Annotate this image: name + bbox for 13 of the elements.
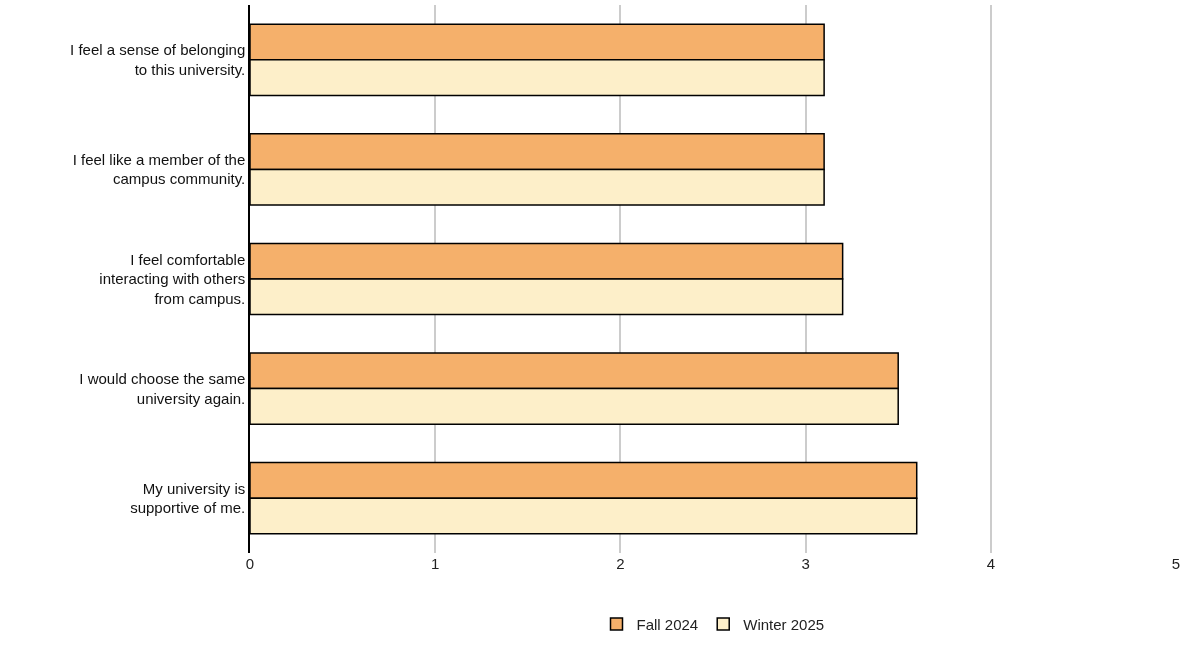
x-tick-label: 2: [616, 555, 625, 572]
x-tick-label: 1: [431, 555, 440, 572]
x-tick-label: 0: [245, 555, 255, 572]
y-tick-label: My university is supportive of me.: [130, 479, 246, 517]
legend-label: Winter 2025: [743, 615, 825, 633]
y-tick-label: I feel comfortable interacting with others from campus.: [99, 250, 246, 307]
legend-label: Fall 2024: [636, 615, 699, 633]
y-tick-label: I feel like a member of the campus community.: [72, 150, 246, 188]
x-tick-label: 5: [1171, 555, 1181, 572]
x-tick-label: 4: [986, 555, 995, 572]
y-tick-label: I feel a sense of belonging to this university.: [70, 41, 246, 78]
x-tick-label: 3: [801, 555, 810, 572]
y-tick-label: I would choose the same university again.: [79, 370, 246, 407]
